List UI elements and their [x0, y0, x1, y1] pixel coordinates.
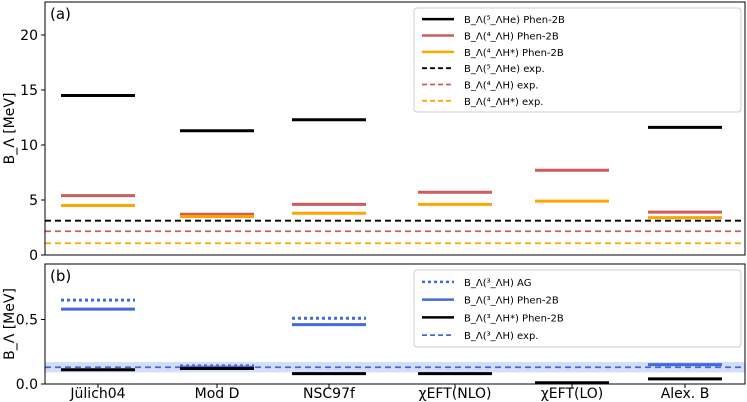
legend-entry: B_Λ(⁴_ΛH) exp. — [464, 81, 538, 92]
legend-box — [413, 269, 742, 348]
panel-label: (b) — [50, 267, 71, 285]
y-tick-label: 10 — [20, 138, 38, 154]
category-label: Mod D — [195, 386, 240, 402]
legend-entry: B_Λ(³_ΛH) exp. — [464, 331, 538, 342]
y-tick-label: 0.0 — [16, 377, 38, 393]
y-tick-label: 15 — [20, 83, 38, 99]
legend-entry: B_Λ(⁴_ΛH*) Phen-2B — [464, 48, 564, 59]
category-label: Jülich04 — [69, 386, 125, 402]
y-tick-label: 0.5 — [16, 312, 38, 328]
category-label: NSC97f — [303, 386, 356, 402]
category-label: Alex. B — [661, 386, 710, 402]
legend-entry: B_Λ(⁴_ΛH*) exp. — [464, 97, 543, 108]
y-tick-label: 20 — [20, 28, 38, 44]
category-label: χEFT(LO) — [541, 386, 604, 402]
plot-frame — [44, 1, 746, 256]
panel-b: 0.00.5B_Λ [MeV](b) B_Λ(³_ΛH) AGB_Λ(³_ΛH) … — [2, 263, 746, 393]
y-axis-title: B_Λ [MeV] — [2, 288, 18, 360]
y-axis-title: B_Λ [MeV] — [2, 93, 18, 165]
legend: B_Λ(³_ΛH) AG B_Λ(³_ΛH) Phen-2B B_Λ(³_ΛH*) … — [413, 269, 742, 348]
y-tick-label: 0 — [29, 248, 38, 264]
legend-entry: B_Λ(⁴_ΛH) Phen-2B — [464, 32, 559, 43]
legend-entry: B_Λ(³_ΛH) Phen-2B — [464, 296, 559, 307]
legend-box — [413, 7, 742, 113]
legend-entry: B_Λ(⁵_ΛHe) Phen-2B — [464, 15, 565, 26]
legend-entry: B_Λ(³_ΛH) AG — [464, 278, 531, 289]
plot-frame — [44, 263, 746, 385]
legend-entry: B_Λ(⁵_ΛHe) exp. — [464, 64, 545, 75]
legend-entry: B_Λ(³_ΛH*) Phen-2B — [464, 313, 564, 324]
y-tick-label: 5 — [29, 193, 38, 209]
panel-label: (a) — [50, 5, 71, 23]
category-label: χEFT(NLO) — [418, 386, 491, 402]
legend: B_Λ(⁵_ΛHe) Phen-2B B_Λ(⁴_ΛH) Phen-2B B_Λ(⁴… — [413, 7, 742, 113]
